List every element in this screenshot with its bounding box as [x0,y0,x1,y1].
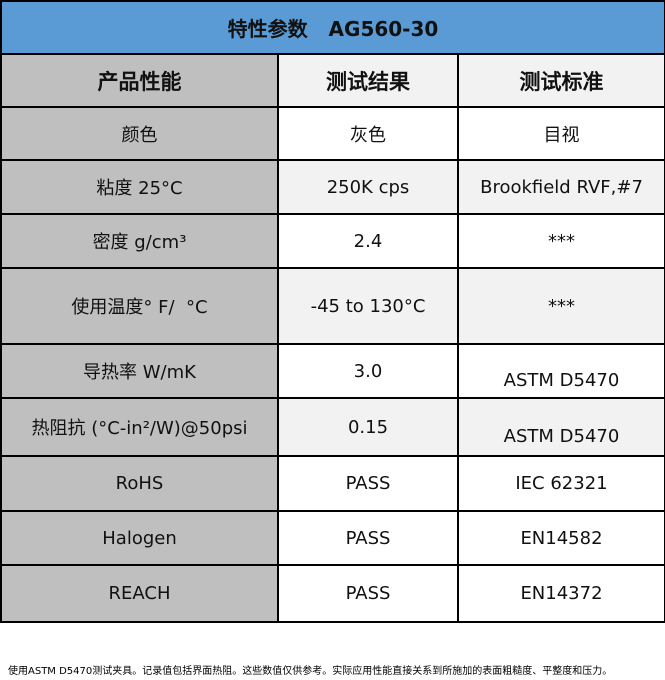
property-cell: REACH [0,564,279,623]
property-cell: 导热率 W/mK [0,343,279,399]
standard-cell: EN14372 [457,564,665,623]
result-cell: PASS [277,510,459,566]
result-cell: PASS [277,455,459,512]
property-cell: 密度 g/cm³ [0,213,279,269]
property-cell: 颜色 [0,106,279,161]
property-cell: 粘度 25°C [0,159,279,215]
result-cell: -45 to 130°C [277,267,459,345]
table-row: 颜色 灰色 目视 [0,106,665,161]
table-row: Halogen PASS EN14582 [0,510,665,566]
property-cell: Halogen [0,510,279,566]
standard-cell: EN14582 [457,510,665,566]
table-row: 粘度 25°C 250K cps Brookfield RVF,#7 [0,159,665,215]
standard-cell: ASTM D5470 [457,397,665,457]
table-row: 热阻抗 (°C-in²/W)@50psi 0.15 ASTM D5470 [0,397,665,457]
table-row: 使用温度° F/ °C -45 to 130°C *** [0,267,665,345]
standard-cell: *** [457,213,665,269]
table-row: 密度 g/cm³ 2.4 *** [0,213,665,269]
standard-cell: ASTM D5470 [457,343,665,399]
standard-cell: IEC 62321 [457,455,665,512]
property-cell: RoHS [0,455,279,512]
header-standard: 测试标准 [457,53,665,108]
result-cell: 3.0 [277,343,459,399]
result-cell: 灰色 [277,106,459,161]
table-title: 特性参数 AG560-30 [0,0,665,55]
property-cell: 热阻抗 (°C-in²/W)@50psi [0,397,279,457]
result-cell: PASS [277,564,459,623]
result-cell: 250K cps [277,159,459,215]
table-row: REACH PASS EN14372 [0,564,665,623]
standard-cell: *** [457,267,665,345]
header-property: 产品性能 [0,53,279,108]
table-row: 导热率 W/mK 3.0 ASTM D5470 [0,343,665,399]
standard-cell: 目视 [457,106,665,161]
result-cell: 2.4 [277,213,459,269]
properties-table: 特性参数 AG560-30 产品性能 测试结果 测试标准 颜色 灰色 目视 粘度… [0,0,665,623]
property-cell: 使用温度° F/ °C [0,267,279,345]
table-row: RoHS PASS IEC 62321 [0,455,665,512]
header-result: 测试结果 [277,53,459,108]
footnote: 使用ASTM D5470测试夹具。记录值包括界面热阻。这些数值仅供参考。实际应用… [8,666,613,677]
standard-cell: Brookfield RVF,#7 [457,159,665,215]
result-cell: 0.15 [277,397,459,457]
